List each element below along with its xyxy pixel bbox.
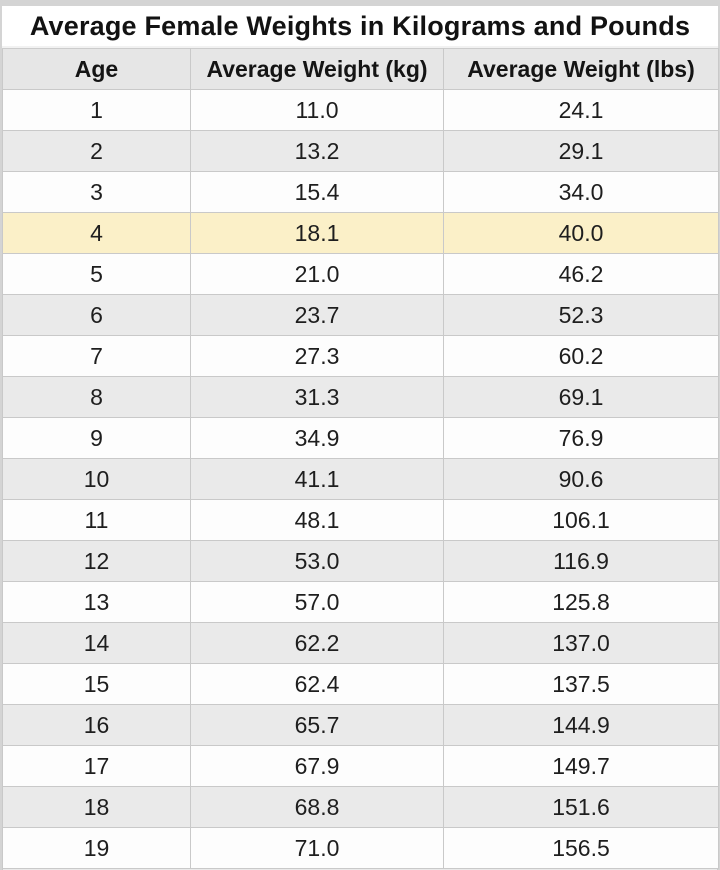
- kg-cell: 11.0: [190, 89, 444, 131]
- column-header-kg: Average Weight (kg): [190, 48, 444, 90]
- table-row: 12 53.0 116.9: [2, 540, 719, 582]
- kg-cell: 57.0: [190, 581, 444, 623]
- kg-cell: 23.7: [190, 294, 444, 336]
- table-row: 10 41.1 90.6: [2, 458, 719, 500]
- lbs-cell: 149.7: [443, 745, 719, 787]
- age-cell: 7: [2, 335, 191, 377]
- age-cell: 14: [2, 622, 191, 664]
- table-row: 8 31.3 69.1: [2, 376, 719, 418]
- age-cell: 5: [2, 253, 191, 295]
- kg-cell: 18.1: [190, 212, 444, 254]
- table-row: 13 57.0 125.8: [2, 581, 719, 623]
- table-row: 5 21.0 46.2: [2, 253, 719, 295]
- age-cell: 2: [2, 130, 191, 172]
- age-cell: 12: [2, 540, 191, 582]
- lbs-cell: 52.3: [443, 294, 719, 336]
- age-cell: 1: [2, 89, 191, 131]
- table-row: 1 11.0 24.1: [2, 89, 719, 131]
- weights-table: Age Average Weight (kg) Average Weight (…: [2, 48, 719, 869]
- kg-cell: 34.9: [190, 417, 444, 459]
- kg-cell: 71.0: [190, 827, 444, 869]
- age-cell: 15: [2, 663, 191, 705]
- table-row: 4 18.1 40.0: [2, 212, 719, 254]
- lbs-cell: 151.6: [443, 786, 719, 828]
- lbs-cell: 106.1: [443, 499, 719, 541]
- age-cell: 16: [2, 704, 191, 746]
- age-cell: 18: [2, 786, 191, 828]
- kg-cell: 53.0: [190, 540, 444, 582]
- kg-cell: 65.7: [190, 704, 444, 746]
- age-cell: 10: [2, 458, 191, 500]
- kg-cell: 41.1: [190, 458, 444, 500]
- table-row: 7 27.3 60.2: [2, 335, 719, 377]
- table-title: Average Female Weights in Kilograms and …: [29, 10, 691, 41]
- column-header-age: Age: [2, 48, 191, 90]
- table-row: 3 15.4 34.0: [2, 171, 719, 213]
- age-cell: 19: [2, 827, 191, 869]
- lbs-cell: 69.1: [443, 376, 719, 418]
- lbs-cell: 34.0: [443, 171, 719, 213]
- kg-cell: 21.0: [190, 253, 444, 295]
- table-row: 17 67.9 149.7: [2, 745, 719, 787]
- kg-cell: 48.1: [190, 499, 444, 541]
- lbs-cell: 29.1: [443, 130, 719, 172]
- table-row: 18 68.8 151.6: [2, 786, 719, 828]
- age-cell: 9: [2, 417, 191, 459]
- lbs-cell: 144.9: [443, 704, 719, 746]
- weights-table-sheet: Average Female Weights in Kilograms and …: [2, 6, 719, 870]
- table-row: 9 34.9 76.9: [2, 417, 719, 459]
- lbs-cell: 24.1: [443, 89, 719, 131]
- lbs-cell: 40.0: [443, 212, 719, 254]
- age-cell: 13: [2, 581, 191, 623]
- table-row: 15 62.4 137.5: [2, 663, 719, 705]
- kg-cell: 13.2: [190, 130, 444, 172]
- age-cell: 11: [2, 499, 191, 541]
- lbs-cell: 156.5: [443, 827, 719, 869]
- lbs-cell: 125.8: [443, 581, 719, 623]
- table-row: 19 71.0 156.5: [2, 827, 719, 869]
- table-row: 14 62.2 137.0: [2, 622, 719, 664]
- header-row: Age Average Weight (kg) Average Weight (…: [2, 48, 719, 90]
- lbs-cell: 46.2: [443, 253, 719, 295]
- age-cell: 8: [2, 376, 191, 418]
- column-header-lbs: Average Weight (lbs): [443, 48, 719, 90]
- lbs-cell: 90.6: [443, 458, 719, 500]
- age-cell: 6: [2, 294, 191, 336]
- age-cell: 4: [2, 212, 191, 254]
- kg-cell: 27.3: [190, 335, 444, 377]
- table-title-band: Average Female Weights in Kilograms and …: [2, 6, 718, 48]
- table-row: 16 65.7 144.9: [2, 704, 719, 746]
- table-row: 11 48.1 106.1: [2, 499, 719, 541]
- lbs-cell: 137.5: [443, 663, 719, 705]
- lbs-cell: 137.0: [443, 622, 719, 664]
- kg-cell: 67.9: [190, 745, 444, 787]
- kg-cell: 62.2: [190, 622, 444, 664]
- kg-cell: 68.8: [190, 786, 444, 828]
- table-row: 6 23.7 52.3: [2, 294, 719, 336]
- kg-cell: 15.4: [190, 171, 444, 213]
- age-cell: 17: [2, 745, 191, 787]
- kg-cell: 62.4: [190, 663, 444, 705]
- kg-cell: 31.3: [190, 376, 444, 418]
- age-cell: 3: [2, 171, 191, 213]
- lbs-cell: 60.2: [443, 335, 719, 377]
- lbs-cell: 76.9: [443, 417, 719, 459]
- lbs-cell: 116.9: [443, 540, 719, 582]
- table-row: 2 13.2 29.1: [2, 130, 719, 172]
